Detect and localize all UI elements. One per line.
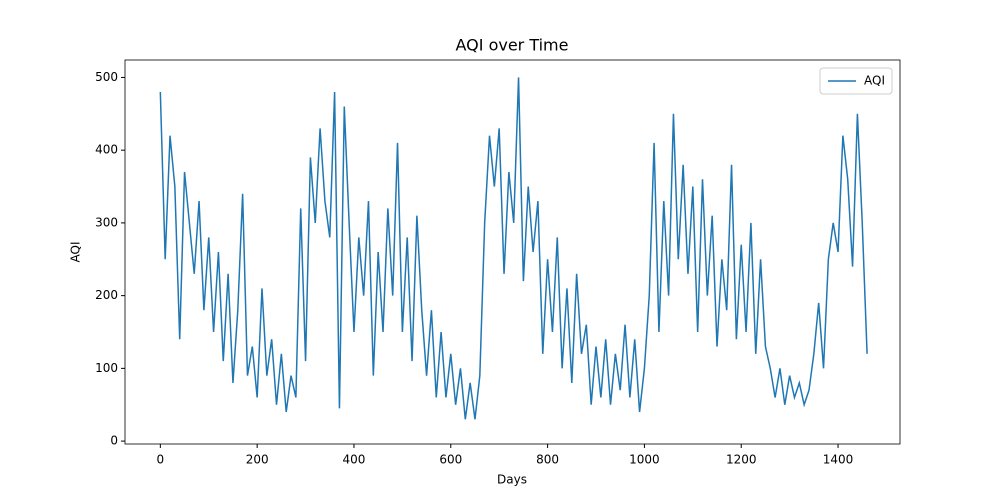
x-tick-label: 0	[157, 453, 165, 467]
y-tick-label: 400	[95, 143, 118, 157]
x-axis-label: Days	[497, 473, 527, 487]
x-tick-label: 200	[246, 453, 269, 467]
chart-title: AQI over Time	[456, 36, 569, 55]
x-tick-label: 1400	[823, 453, 854, 467]
legend-label: AQI	[864, 74, 885, 88]
x-tick-label: 800	[536, 453, 559, 467]
x-tick-label: 1200	[726, 453, 757, 467]
plot-frame	[124, 59, 901, 445]
x-tick-label: 1000	[629, 453, 660, 467]
y-tick-label: 500	[95, 70, 118, 84]
y-axis-label: AQI	[69, 242, 83, 263]
y-tick-label: 0	[110, 434, 118, 448]
y-tick-label: 300	[95, 215, 118, 229]
y-tick-label: 100	[95, 361, 118, 375]
x-tick-label: 400	[343, 453, 366, 467]
x-tick-label: 600	[439, 453, 462, 467]
data-line	[159, 77, 868, 420]
y-tick-label: 200	[95, 288, 118, 302]
